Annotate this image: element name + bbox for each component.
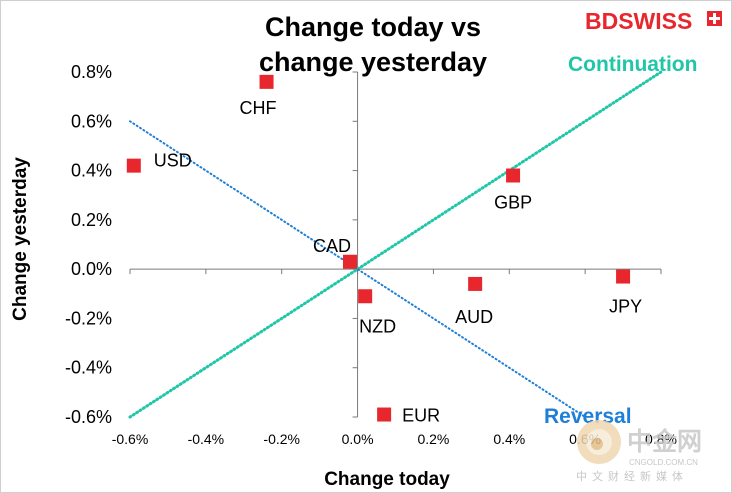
x-tick-label: 0.8% <box>645 431 677 447</box>
point-marker-usd <box>126 158 141 173</box>
point-marker-eur <box>377 407 392 422</box>
point-label-cad: CAD <box>313 236 351 256</box>
point-label-usd: USD <box>154 151 192 171</box>
y-tick-label: 0.6% <box>71 111 112 131</box>
x-tick-label: 0.2% <box>417 431 449 447</box>
point-marker-chf <box>259 74 274 89</box>
y-tick-label: 0.4% <box>71 161 112 181</box>
y-axis-title: Change yesterday <box>10 157 31 321</box>
y-tick-label: 0.0% <box>71 259 112 279</box>
y-tick-labels: 0.8% 0.6% 0.4% 0.2% 0.0% -0.2% -0.4% -0.6% <box>65 62 112 427</box>
axes <box>129 71 662 418</box>
y-tick-label: -0.6% <box>65 407 112 427</box>
point-marker-jpy <box>616 269 631 284</box>
x-tick-label: -0.4% <box>188 431 225 447</box>
point-marker-aud <box>468 276 483 291</box>
reversal-label: Reversal <box>544 405 632 428</box>
bdswiss-logo: BDSWISS <box>585 8 722 34</box>
reversal-line <box>129 120 587 418</box>
point-label-nzd: NZD <box>359 316 396 336</box>
continuation-label: Continuation <box>568 53 697 76</box>
x-tick-label: -0.2% <box>263 431 300 447</box>
point-marker-cad <box>342 254 357 269</box>
point-marker-gbp <box>506 168 521 183</box>
y-tick-label: -0.2% <box>65 308 112 328</box>
reference-lines <box>128 70 663 419</box>
watermark-name: 中金网 <box>627 427 702 456</box>
cngold-watermark: 中金网 CNGOLD.COM.CN 中文财经新媒体 <box>576 420 702 483</box>
point-label-eur: EUR <box>402 406 440 426</box>
point-label-chf: CHF <box>240 98 277 118</box>
point-label-gbp: GBP <box>494 193 532 213</box>
watermark-tagline: 中文财经新媒体 <box>576 469 688 483</box>
point-label-aud: AUD <box>455 307 493 327</box>
y-tick-label: -0.4% <box>65 358 112 378</box>
brand-name: BDSWISS <box>585 8 692 34</box>
continuation-line <box>128 70 663 419</box>
point-label-jpy: JPY <box>609 297 642 317</box>
y-tick-label: 0.2% <box>71 210 112 230</box>
x-axis-title: Change today <box>324 469 450 490</box>
x-tick-labels: -0.6%-0.4%-0.2%0.0%0.2%0.4%0.6%0.8% <box>112 431 677 447</box>
watermark-url: CNGOLD.COM.CN <box>629 458 698 467</box>
chart-title-line1: Change today vs <box>265 12 481 42</box>
data-points: CHF USD GBP CAD AUD JPY NZD EUR <box>126 74 642 426</box>
point-marker-nzd <box>358 289 373 304</box>
y-tick-label: 0.8% <box>71 62 112 82</box>
x-tick-label: -0.6% <box>112 431 149 447</box>
x-tick-label: 0.0% <box>342 431 374 447</box>
x-tick-label: 0.4% <box>493 431 525 447</box>
chart-title-line2: change yesterday <box>259 47 487 77</box>
